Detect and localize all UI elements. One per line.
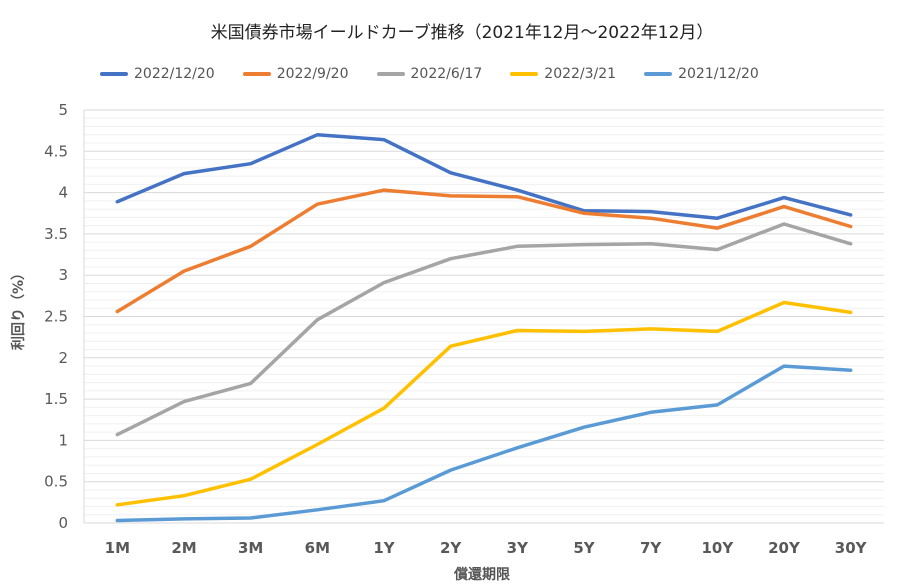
- legend-item: 2022/9/20: [242, 66, 349, 82]
- x-tick-label: 2Y: [440, 539, 462, 557]
- x-tick-label: 2M: [171, 539, 196, 557]
- x-tick-label: 30Y: [835, 539, 868, 557]
- legend-swatch: [644, 72, 673, 76]
- chart-title: 米国債券市場イールドカーブ推移（2021年12月～2022年12月）: [210, 23, 714, 43]
- legend-swatch: [100, 72, 128, 76]
- x-tick-label: 5Y: [573, 539, 595, 557]
- legend-item: 2022/3/21: [510, 66, 616, 82]
- y-tick-label: 2: [58, 349, 68, 367]
- series-line: [115, 300, 853, 507]
- legend-swatch: [510, 72, 539, 76]
- x-tick-label: 1Y: [373, 539, 395, 557]
- y-tick-label: 4: [58, 184, 68, 202]
- y-tick-label: 2.5: [44, 308, 68, 326]
- y-tick-label: 0.5: [44, 473, 68, 491]
- y-tick-label: 5: [58, 101, 68, 119]
- legend-swatch: [376, 72, 405, 76]
- x-tick-label: 6M: [305, 539, 330, 557]
- y-axis-label: 利回り（%）: [11, 265, 27, 350]
- x-tick-label: 20Y: [768, 539, 801, 557]
- legend-label: 2022/9/20: [276, 66, 349, 82]
- series-line: [115, 364, 853, 523]
- legend-swatch: [242, 72, 271, 76]
- series-line: [115, 222, 853, 437]
- y-tick-label: 0: [58, 514, 68, 532]
- y-tick-label: 1: [58, 431, 68, 449]
- legend-label: 2022/6/17: [410, 66, 483, 82]
- legend-item: 2021/12/20: [644, 66, 759, 82]
- x-tick-label: 3M: [238, 539, 263, 557]
- legend-item: 2022/6/17: [376, 66, 483, 82]
- legend-label: 2022/3/21: [544, 66, 617, 82]
- legend-label: 2022/12/20: [134, 66, 215, 82]
- x-tick-label: 3Y: [507, 539, 529, 557]
- y-tick-label: 1.5: [44, 390, 68, 408]
- x-tick-label: 7Y: [640, 539, 662, 557]
- series-line: [115, 188, 853, 314]
- series-line: [115, 133, 853, 220]
- x-tick-label: 1M: [105, 539, 130, 557]
- legend-label: 2021/12/20: [678, 66, 759, 82]
- legend-item: 2022/12/20: [100, 66, 215, 82]
- y-tick-label: 3: [58, 266, 68, 284]
- chart-legend: 2022/12/20 2022/9/20 2022/6/17 2022/3/21…: [100, 66, 759, 82]
- y-tick-label: 3.5: [44, 225, 68, 243]
- x-axis-label: 償還期限: [454, 567, 510, 583]
- x-tick-label: 10Y: [701, 539, 734, 557]
- y-tick-label: 4.5: [44, 142, 68, 160]
